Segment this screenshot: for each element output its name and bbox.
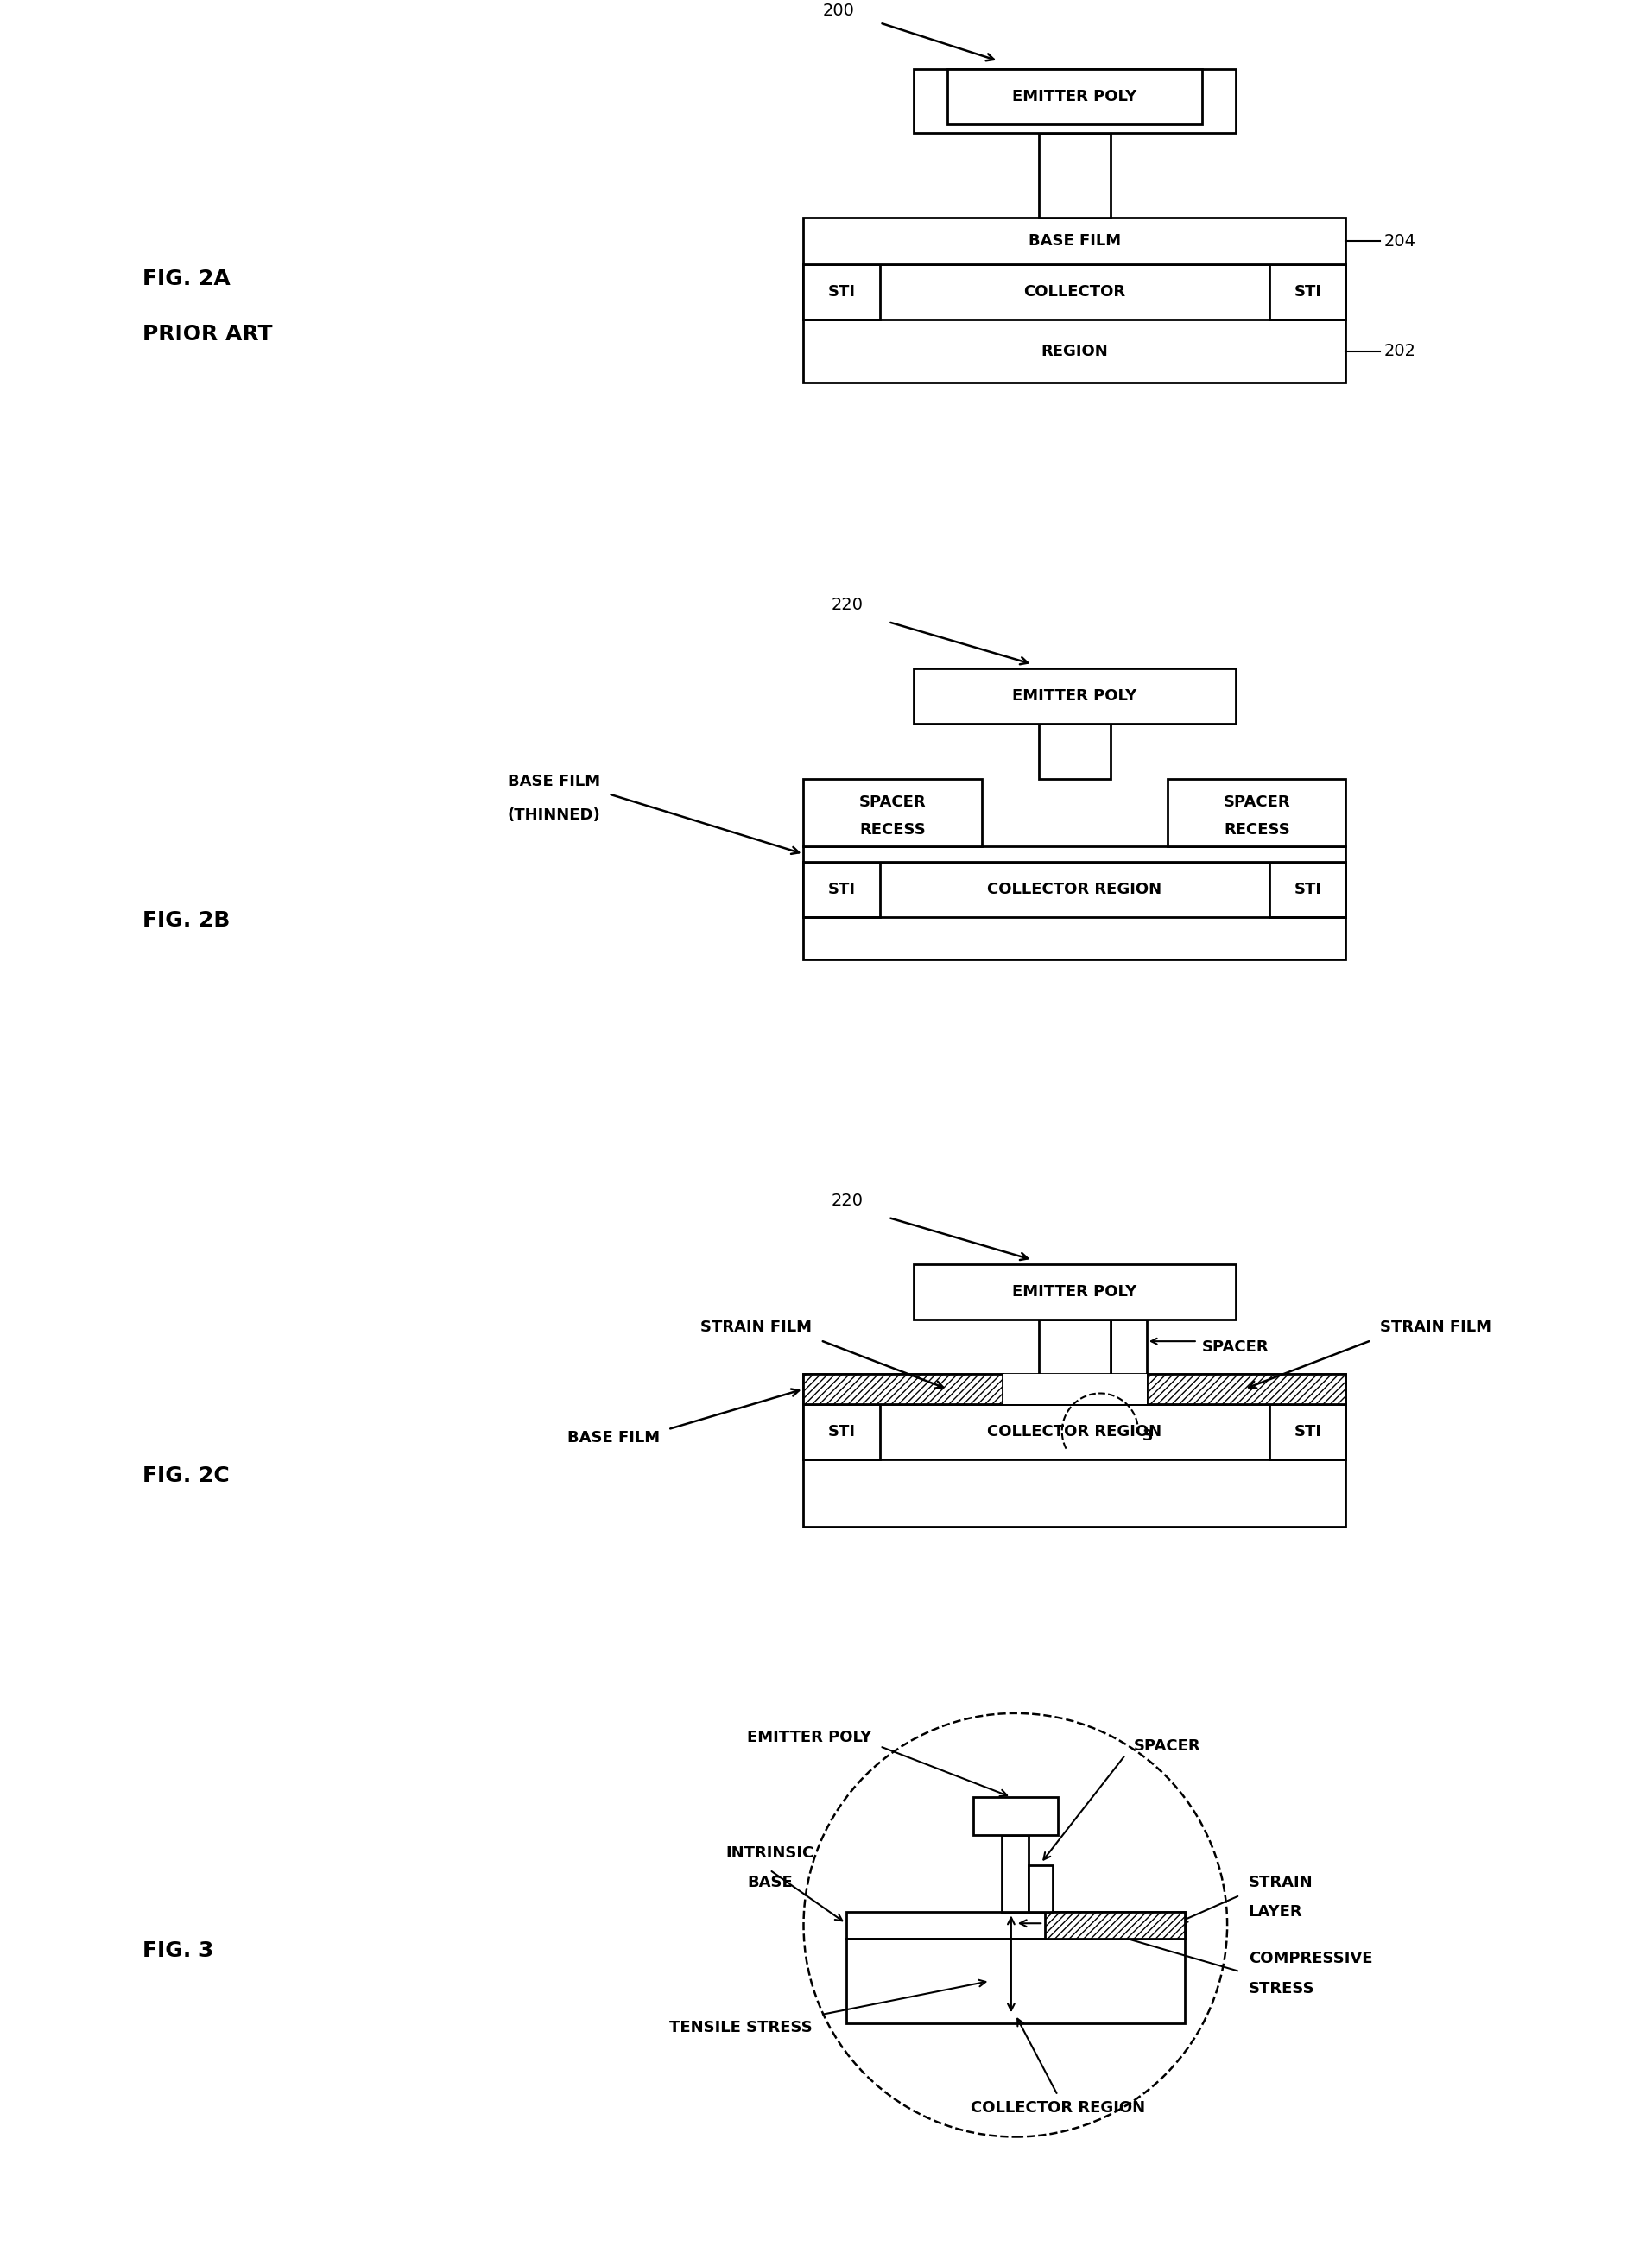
Bar — [1001, 1836, 1029, 1911]
Bar — [914, 70, 1236, 133]
Text: STI: STI — [828, 284, 856, 300]
Text: STI: STI — [828, 1424, 856, 1440]
Text: EMITTER POLY: EMITTER POLY — [747, 1730, 871, 1746]
Bar — [803, 1374, 1003, 1404]
Text: STRAIN FILM: STRAIN FILM — [700, 1320, 813, 1336]
Text: SPACER: SPACER — [1224, 795, 1290, 811]
Bar — [1003, 1374, 1146, 1404]
Text: RECESS: RECESS — [859, 822, 925, 838]
Bar — [803, 1404, 881, 1460]
Text: TENSILE STRESS: TENSILE STRESS — [669, 2019, 813, 2034]
Bar — [1270, 264, 1346, 320]
Bar — [948, 70, 1201, 124]
Text: COLLECTOR REGION: COLLECTOR REGION — [988, 1424, 1161, 1440]
Text: COMPRESSIVE: COMPRESSIVE — [1249, 1951, 1373, 1967]
Bar — [803, 861, 1346, 960]
Bar — [803, 861, 881, 917]
Bar — [803, 264, 881, 320]
Bar — [1039, 1320, 1110, 1374]
Bar — [1029, 1865, 1052, 1911]
Text: EMITTER POLY: EMITTER POLY — [1013, 90, 1137, 104]
Bar — [914, 1264, 1236, 1320]
Bar — [973, 1798, 1057, 1836]
Text: SPACER: SPACER — [1133, 1739, 1201, 1755]
Text: 204: 204 — [1384, 232, 1416, 250]
Text: EMITTER POLY: EMITTER POLY — [1013, 1284, 1137, 1300]
Bar — [1110, 1320, 1146, 1374]
Text: COLLECTOR REGION: COLLECTOR REGION — [988, 881, 1161, 897]
Text: BASE: BASE — [747, 1874, 793, 1890]
Text: SPACER: SPACER — [859, 795, 927, 811]
Text: FIG. 3: FIG. 3 — [142, 1940, 213, 1960]
Text: BASE FILM: BASE FILM — [507, 773, 600, 789]
Bar — [1146, 1374, 1346, 1404]
Text: COLLECTOR REGION: COLLECTOR REGION — [970, 2100, 1145, 2116]
Text: INTRINSIC: INTRINSIC — [725, 1845, 814, 1861]
Text: STI: STI — [1294, 1424, 1322, 1440]
Text: LAYER: LAYER — [1249, 1904, 1302, 1920]
Text: STRAIN: STRAIN — [1249, 1874, 1313, 1890]
Bar — [803, 219, 1346, 264]
Bar — [914, 669, 1236, 723]
Text: FIG. 2A: FIG. 2A — [142, 268, 231, 288]
Text: BASE FILM: BASE FILM — [1029, 234, 1122, 248]
Bar — [1046, 1911, 1184, 1938]
Bar — [803, 1404, 1346, 1528]
Text: 202: 202 — [1384, 342, 1416, 358]
Bar — [1270, 1404, 1346, 1460]
Text: REGION: REGION — [1041, 342, 1108, 358]
Bar — [846, 1938, 1184, 2023]
Circle shape — [803, 1712, 1227, 2136]
Text: 200: 200 — [823, 2, 854, 18]
Text: STI: STI — [1294, 881, 1322, 897]
Text: 220: 220 — [831, 597, 862, 613]
Text: STRAIN FILM: STRAIN FILM — [1379, 1320, 1492, 1336]
Text: STI: STI — [828, 881, 856, 897]
Bar — [1039, 723, 1110, 780]
Text: STRESS: STRESS — [1249, 1980, 1315, 1996]
Text: BASE FILM: BASE FILM — [567, 1431, 659, 1446]
Bar — [803, 847, 1346, 861]
Bar — [803, 264, 1346, 383]
Bar — [803, 1374, 1346, 1404]
Text: SPACER: SPACER — [1201, 1338, 1269, 1354]
Text: 3: 3 — [1143, 1428, 1153, 1444]
Text: FIG. 2C: FIG. 2C — [142, 1467, 230, 1487]
Text: COLLECTOR: COLLECTOR — [1024, 284, 1125, 300]
Bar — [803, 780, 981, 847]
Text: 220: 220 — [831, 1192, 862, 1210]
Text: PRIOR ART: PRIOR ART — [142, 324, 273, 345]
Text: FIG. 2B: FIG. 2B — [142, 910, 230, 930]
Text: STI: STI — [1294, 284, 1322, 300]
Text: RECESS: RECESS — [1224, 822, 1290, 838]
Bar — [1270, 861, 1346, 917]
Bar — [846, 1911, 1184, 1938]
Bar — [1168, 780, 1346, 847]
Text: (THINNED): (THINNED) — [507, 807, 600, 822]
Text: EMITTER POLY: EMITTER POLY — [1013, 687, 1137, 703]
Bar — [1039, 133, 1110, 219]
